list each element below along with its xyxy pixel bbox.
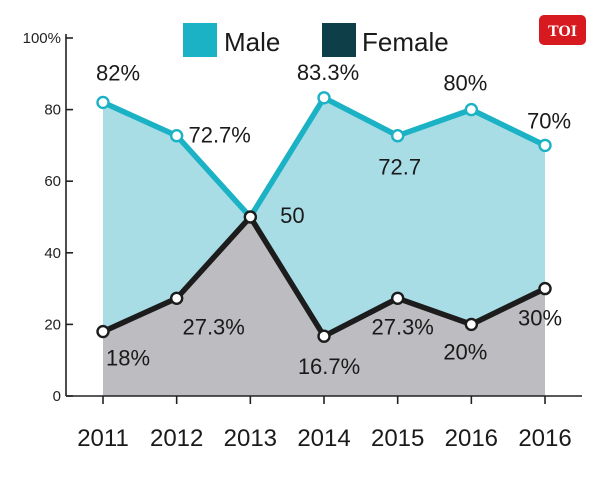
y-tick-label: 100%: [23, 30, 61, 47]
x-tick-label: 2016: [518, 425, 571, 452]
male-data-label: 83.3%: [297, 60, 359, 85]
y-tick-label: 60: [44, 173, 61, 190]
toi-badge: TOI: [539, 15, 586, 45]
plot-area: 0 20 40 60 80 100% 2011 2012 2013 2014 2015 2016 201…: [23, 30, 582, 452]
legend-swatch-male: [183, 23, 217, 57]
toi-badge-text: TOI: [548, 23, 577, 40]
toi-badge-background: [539, 15, 586, 45]
x-tick-label: 2011: [77, 425, 129, 452]
x-tick-label: 2012: [150, 425, 203, 452]
male-point: [538, 138, 552, 153]
female-data-label: 18%: [106, 346, 150, 371]
male-point: [96, 95, 110, 110]
male-point: [390, 129, 405, 143]
x-tick-label: 2014: [297, 425, 350, 452]
y-tick-label: 40: [44, 245, 61, 262]
female-point: [390, 291, 405, 305]
y-tick-label: 80: [44, 102, 61, 119]
female-data-label: 16.7%: [298, 354, 360, 379]
female-data-label: 30%: [518, 306, 562, 331]
female-point: [169, 291, 184, 305]
male-point: [464, 102, 479, 117]
female-data-label: 27.3%: [182, 314, 244, 339]
female-data-label: 27.3%: [371, 314, 433, 339]
female-data-label: 50: [280, 203, 304, 228]
male-data-label: 72.7: [378, 155, 421, 180]
legend: Male Female: [183, 23, 449, 57]
female-point: [243, 210, 258, 224]
female-point: [317, 329, 331, 343]
y-tick-label: 0: [53, 388, 61, 405]
x-tick-label: 2013: [224, 425, 277, 452]
legend-label-female: Female: [362, 27, 449, 57]
male-data-label: 70%: [527, 108, 571, 133]
male-data-label: 72.7%: [188, 123, 250, 148]
female-area: [103, 217, 545, 396]
x-tick-label: 2015: [371, 425, 424, 452]
legend-label-male: Male: [224, 27, 280, 57]
female-point: [464, 317, 479, 332]
female-point: [538, 281, 552, 296]
male-data-label: 82%: [96, 60, 140, 85]
y-tick-label: 20: [44, 316, 61, 333]
female-point: [96, 324, 110, 339]
male-point: [317, 91, 331, 105]
male-data-label: 80%: [443, 71, 487, 96]
legend-swatch-female: [322, 23, 356, 57]
x-tick-label: 2016: [445, 425, 498, 452]
female-data-label: 20%: [443, 339, 487, 364]
male-point: [169, 129, 184, 143]
